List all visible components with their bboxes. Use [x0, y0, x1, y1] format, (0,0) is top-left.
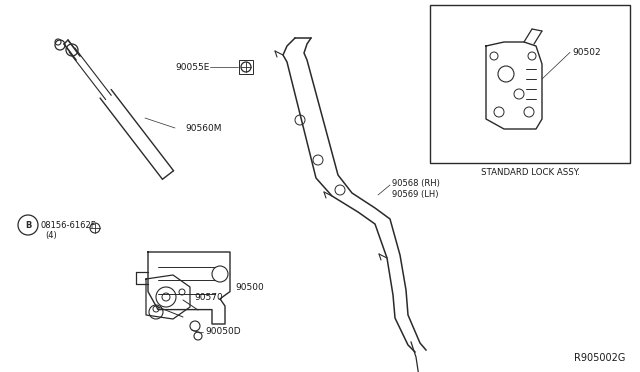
- Text: 90560M: 90560M: [185, 124, 221, 132]
- Text: 90570: 90570: [194, 292, 223, 301]
- Bar: [239, 60, 253, 74]
- Text: 90050D: 90050D: [205, 327, 241, 337]
- Text: (4): (4): [45, 231, 57, 240]
- Text: STANDARD LOCK ASSY.: STANDARD LOCK ASSY.: [481, 167, 579, 176]
- Text: B: B: [25, 221, 31, 230]
- Text: R905002G: R905002G: [573, 353, 625, 363]
- Text: 08156-6162F: 08156-6162F: [40, 221, 95, 230]
- Bar: [430, 5, 630, 163]
- Text: 90055E: 90055E: [175, 62, 210, 71]
- Text: 90500: 90500: [235, 283, 264, 292]
- Text: 90568 (RH): 90568 (RH): [392, 179, 440, 187]
- Text: 90502: 90502: [572, 48, 600, 57]
- Text: 90569 (LH): 90569 (LH): [392, 189, 438, 199]
